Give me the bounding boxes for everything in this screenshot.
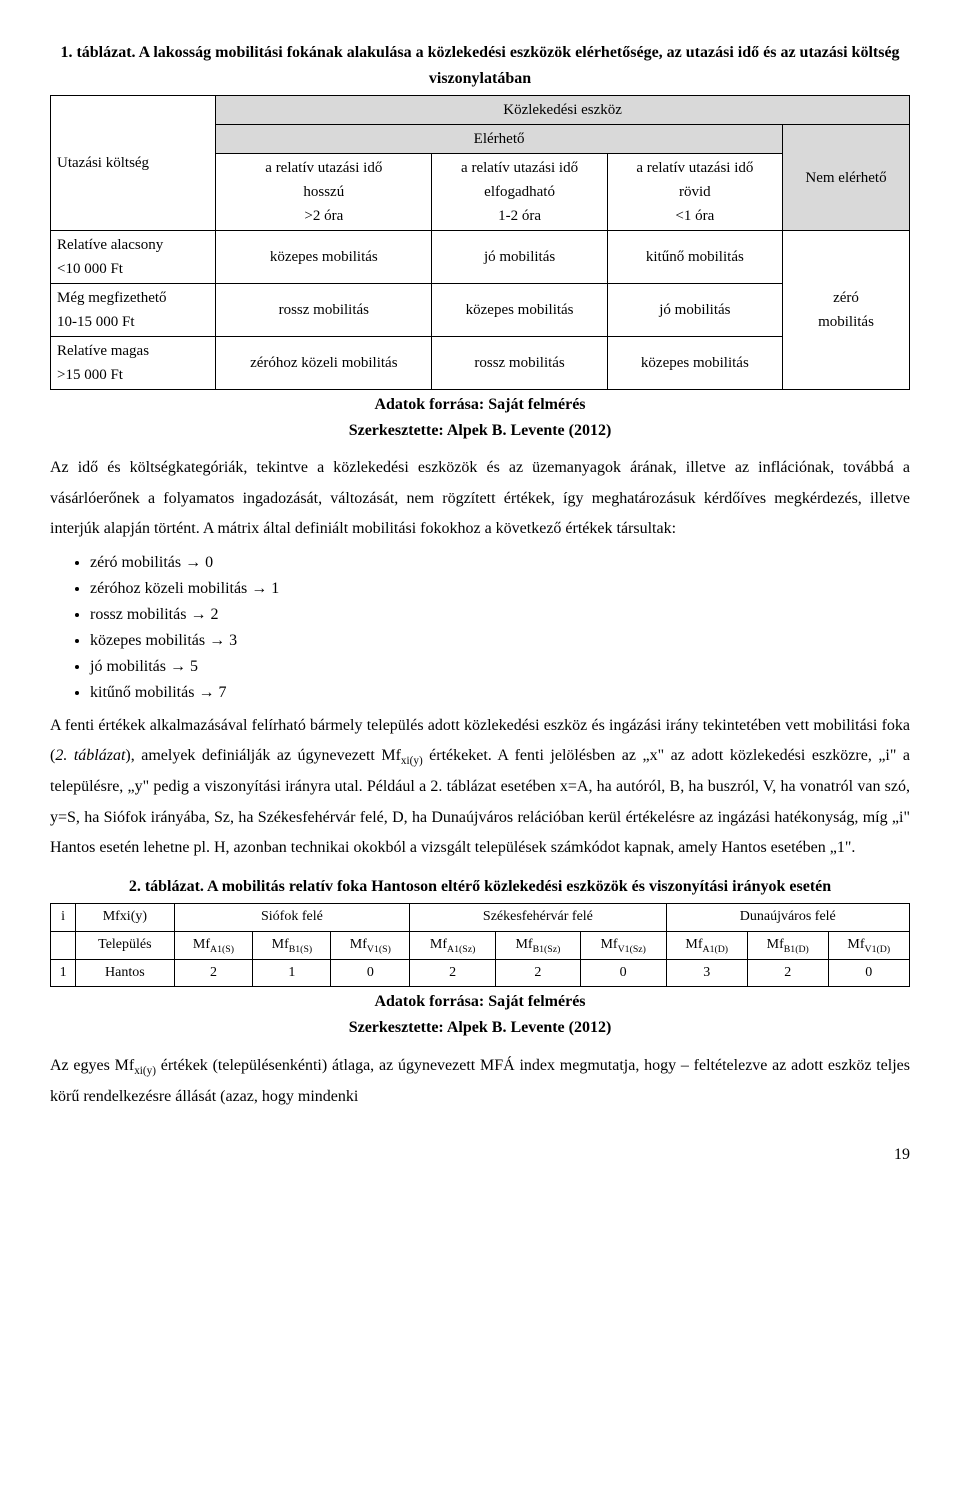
t2-r-v7: 2: [747, 960, 828, 987]
t2-mf-a1sz: MfA1(Sz): [410, 931, 496, 959]
list-item: jó mobilitás → 5: [90, 655, 910, 679]
t1-utazasi-koltseg: Utazási költség: [51, 96, 216, 231]
t1-r3-c3: közepes mobilitás: [607, 337, 782, 390]
t1-r2-label: Még megfizethető 10-15 000 Ft: [51, 284, 216, 337]
t1-elerheto: Elérhető: [216, 125, 783, 154]
table2-author: Szerkesztette: Alpek B. Levente (2012): [50, 1015, 910, 1041]
t2-r-v2: 0: [331, 960, 410, 987]
t1-col3: a relatív utazási idő rövid <1 óra: [607, 154, 782, 231]
caption1-rest: A lakosság mobilitási fokának alakulása …: [139, 44, 900, 87]
t1-r1-c3: kitűnő mobilitás: [607, 231, 782, 284]
t1-r2-c2: közepes mobilitás: [432, 284, 607, 337]
t2-r-v6: 3: [666, 960, 747, 987]
list-item: közepes mobilitás → 3: [90, 629, 910, 653]
t2-mf-b1s: MfB1(S): [253, 931, 331, 959]
t2-mf-b1d: MfB1(D): [747, 931, 828, 959]
t2-r-v1: 1: [253, 960, 331, 987]
t2-h-siofok: Siófok felé: [174, 904, 410, 931]
t1-r3-c1: zéróhoz közeli mobilitás: [216, 337, 432, 390]
t2-r-v4: 2: [495, 960, 580, 987]
para3: Az egyes Mfxi(y) értékek (településenkén…: [50, 1051, 910, 1113]
table1: Utazási költség Közlekedési eszköz Elérh…: [50, 95, 910, 390]
t1-r3-c2: rossz mobilitás: [432, 337, 607, 390]
t1-super-header: Közlekedési eszköz: [216, 96, 910, 125]
list-item: rossz mobilitás → 2: [90, 603, 910, 627]
t1-right-merge: zéró mobilitás: [783, 231, 910, 390]
t1-col2: a relatív utazási idő elfogadható 1-2 ór…: [432, 154, 607, 231]
t2-h-telepules: Település: [76, 931, 174, 959]
t2-mf-a1d: MfA1(D): [666, 931, 747, 959]
t1-r1-c1: közepes mobilitás: [216, 231, 432, 284]
t1-r1-c2: jó mobilitás: [432, 231, 607, 284]
t2-mf-b1sz: MfB1(Sz): [495, 931, 580, 959]
t1-r2-c1: rossz mobilitás: [216, 284, 432, 337]
page-number: 19: [50, 1142, 910, 1168]
list-item: kitűnő mobilitás → 7: [90, 681, 910, 705]
list-item: zéróhoz közeli mobilitás → 1: [90, 577, 910, 601]
table1-author: Szerkesztette: Alpek B. Levente (2012): [50, 418, 910, 444]
caption1-lead: 1. táblázat.: [60, 44, 138, 61]
t2-r-town: Hantos: [76, 960, 174, 987]
t2-r-v5: 0: [580, 960, 666, 987]
t2-r-v8: 0: [828, 960, 909, 987]
t2-h-mfxi: Mfxi(y): [76, 904, 174, 931]
t1-r3-label: Relatíve magas >15 000 Ft: [51, 337, 216, 390]
list-item: zéró mobilitás → 0: [90, 551, 910, 575]
t2-r-i: 1: [51, 960, 76, 987]
t2-mf-a1s: MfA1(S): [174, 931, 253, 959]
table2-caption: 2. táblázat. A mobilitás relatív foka Ha…: [50, 874, 910, 900]
table2: i Mfxi(y) Siófok felé Székesfehérvár fel…: [50, 903, 910, 987]
table1-caption: 1. táblázat. A lakosság mobilitási fokán…: [50, 40, 910, 91]
t2-h-i: i: [51, 904, 76, 931]
para1: Az idő és költségkategóriák, tekintve a …: [50, 453, 910, 544]
t2-mf-v1d: MfV1(D): [828, 931, 909, 959]
t1-r1-label: Relatíve alacsony <10 000 Ft: [51, 231, 216, 284]
t2-h-duna: Dunaújváros felé: [666, 904, 909, 931]
t2-mf-v1sz: MfV1(Sz): [580, 931, 666, 959]
t1-col1: a relatív utazási idő hosszú >2 óra: [216, 154, 432, 231]
table1-source: Adatok forrása: Saját felmérés: [50, 392, 910, 418]
t2-r-v3: 2: [410, 960, 496, 987]
t2-r-v0: 2: [174, 960, 253, 987]
table2-source: Adatok forrása: Saját felmérés: [50, 989, 910, 1015]
t1-nem-elerheto: Nem elérhető: [783, 125, 910, 231]
t1-r2-c3: jó mobilitás: [607, 284, 782, 337]
t2-h-szekes: Székesfehérvár felé: [410, 904, 666, 931]
bullet-list: zéró mobilitás → 0 zéróhoz közeli mobili…: [90, 551, 910, 705]
para2: A fenti értékek alkalmazásával felírható…: [50, 711, 910, 864]
t2-mf-v1s: MfV1(S): [331, 931, 410, 959]
